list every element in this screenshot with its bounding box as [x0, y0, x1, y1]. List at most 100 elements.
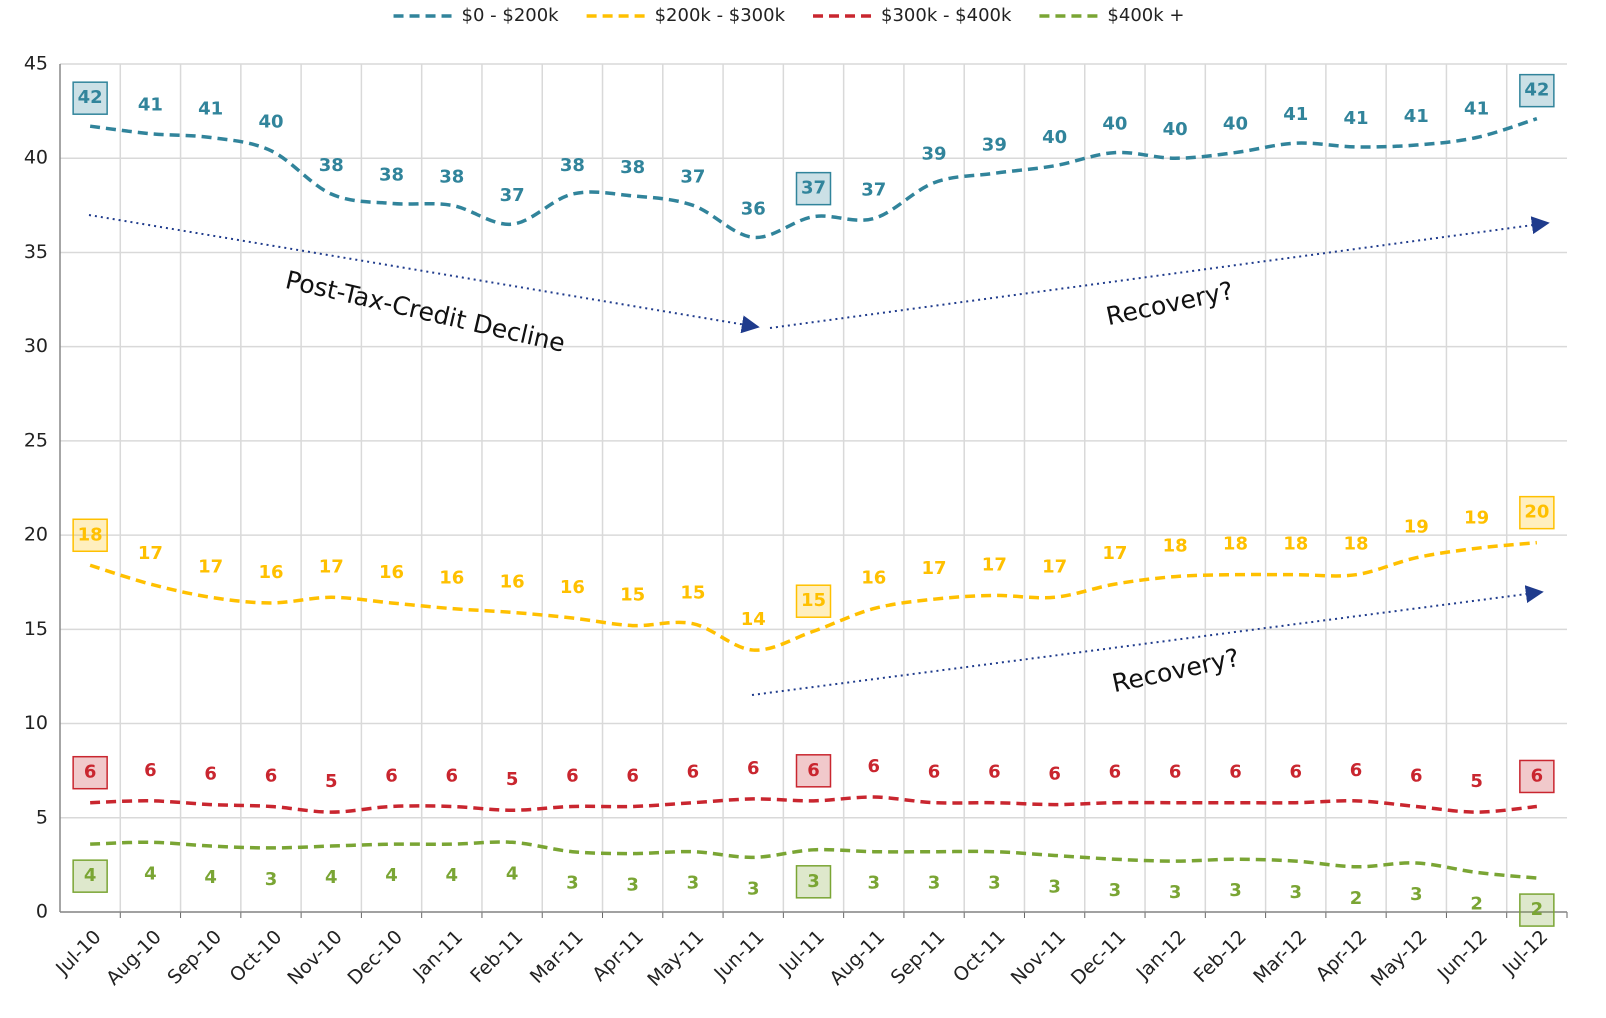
x-tick-label: May-12: [1367, 926, 1432, 991]
data-label: 38: [620, 157, 645, 178]
grid: [60, 63, 1568, 918]
data-label: 18: [1223, 534, 1248, 555]
data-label: 17: [138, 543, 163, 564]
x-tick-label: Jun-11: [709, 926, 768, 985]
data-label: 6: [626, 765, 639, 786]
data-label: 40: [1042, 127, 1067, 148]
data-label: 41: [198, 98, 223, 119]
data-label: 3: [988, 873, 1001, 894]
data-label: 3: [747, 878, 760, 899]
data-label: 41: [1283, 104, 1308, 125]
trend-arrow: [751, 585, 1544, 696]
data-label: 38: [560, 155, 585, 176]
data-label: 16: [560, 577, 585, 598]
x-tick-label: Jul-11: [774, 926, 828, 980]
label-box: [795, 865, 832, 899]
data-label: 38: [439, 166, 464, 187]
data-label: 6: [1289, 762, 1302, 783]
legend-label: $200k - $300k: [655, 5, 786, 26]
data-label: 3: [687, 873, 700, 894]
data-label: 6: [566, 765, 579, 786]
x-tick-label: May-11: [643, 926, 708, 991]
data-label: 6: [1109, 762, 1122, 783]
x-tick-label: Jan-11: [408, 926, 467, 985]
x-tick-label: Nov-10: [283, 926, 346, 989]
x-tick-label: Apr-11: [588, 926, 648, 986]
x-tick-label: Dec-10: [343, 926, 407, 990]
x-tick-label: Sep-11: [887, 926, 950, 989]
data-label: 16: [861, 568, 886, 589]
label-box: [1519, 73, 1555, 108]
y-tick-label: 10: [24, 712, 48, 734]
data-label: 2: [1531, 899, 1544, 920]
series-line: [90, 795, 1538, 814]
data-label: 6: [868, 756, 881, 777]
data-label: 37: [801, 178, 826, 199]
data-label: 16: [439, 568, 464, 589]
data-label: 4: [204, 867, 217, 888]
data-label: 16: [258, 562, 283, 583]
data-label: 6: [144, 760, 157, 781]
data-label: 37: [680, 166, 705, 187]
x-tick-label: Feb-11: [466, 926, 527, 987]
data-label: 17: [982, 554, 1007, 575]
x-tick-label: Dec-11: [1067, 926, 1131, 990]
data-label: 3: [1410, 884, 1423, 905]
data-label: 17: [1102, 543, 1127, 564]
data-label: 2: [1350, 888, 1363, 909]
data-label: 6: [265, 765, 278, 786]
data-label: 4: [385, 865, 398, 886]
y-tick-label: 25: [24, 429, 48, 451]
data-label: 17: [1042, 556, 1067, 577]
data-label: 3: [265, 869, 278, 890]
x-tick-label: Jul-12: [1498, 926, 1552, 980]
data-label: 6: [988, 762, 1001, 783]
data-label: 42: [78, 87, 103, 108]
x-tick-label: Mar-11: [526, 926, 588, 988]
data-label: 19: [1464, 507, 1489, 528]
data-label: 6: [1350, 760, 1363, 781]
data-label: 16: [379, 562, 404, 583]
data-label: 40: [1223, 114, 1248, 135]
x-tick-label: Oct-11: [949, 926, 1010, 987]
label-box: [1519, 893, 1555, 927]
label-box: [795, 584, 832, 618]
data-label: 6: [1410, 765, 1423, 786]
data-label: 15: [680, 583, 705, 604]
data-label: 15: [620, 585, 645, 606]
series-line: [89, 116, 1538, 240]
data-label: 6: [1169, 762, 1182, 783]
data-label: 40: [258, 112, 283, 133]
y-tick-label: 0: [36, 901, 48, 923]
data-label: 5: [1470, 771, 1483, 792]
data-label: 36: [741, 198, 766, 219]
annotation: Recovery?: [1103, 276, 1235, 331]
data-label: 18: [1343, 534, 1368, 555]
data-label: 38: [319, 155, 344, 176]
label-box: [1519, 495, 1555, 530]
y-tick-label: 5: [36, 806, 48, 828]
x-tick-label: Nov-11: [1007, 926, 1070, 989]
label-box: [72, 81, 108, 115]
data-label: 3: [807, 871, 820, 892]
data-label: 40: [1102, 114, 1127, 135]
x-tick-label: Sep-10: [163, 926, 226, 989]
data-label: 18: [1163, 536, 1188, 557]
x-tick-label: Jul-10: [51, 926, 105, 980]
data-label: 3: [1048, 876, 1061, 897]
data-label: 6: [928, 762, 941, 783]
data-label: 3: [566, 873, 579, 894]
trend-arrow: [88, 214, 760, 334]
label-box: [795, 754, 832, 788]
data-label: 6: [1229, 762, 1242, 783]
series-line: [90, 840, 1538, 880]
data-label: 17: [922, 558, 947, 579]
label-box: [1519, 759, 1555, 794]
annotation: Recovery?: [1109, 643, 1241, 698]
data-label: 19: [1404, 517, 1429, 538]
y-tick-label: 15: [24, 618, 48, 640]
data-label: 42: [1524, 80, 1549, 101]
label-box: [72, 755, 108, 790]
x-tick-label: Apr-12: [1312, 926, 1372, 986]
